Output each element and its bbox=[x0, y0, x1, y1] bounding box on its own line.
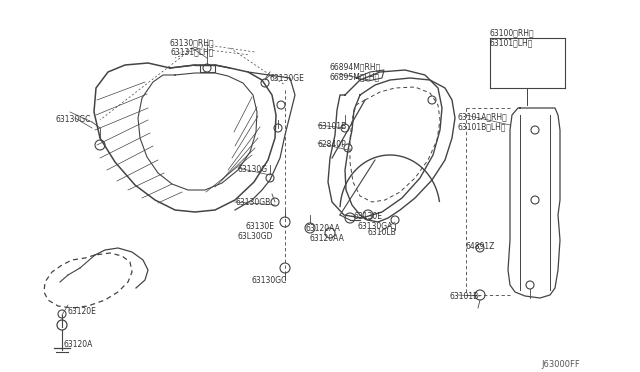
Text: 63101〈LH〉: 63101〈LH〉 bbox=[490, 38, 533, 47]
Text: 63130〈RH〉: 63130〈RH〉 bbox=[170, 38, 214, 47]
Text: 63100〈RH〉: 63100〈RH〉 bbox=[490, 28, 534, 37]
Text: 63131〈LH〉: 63131〈LH〉 bbox=[170, 47, 214, 56]
Text: 63101B〈LH〉: 63101B〈LH〉 bbox=[458, 122, 506, 131]
Text: 66894M〈RH〉: 66894M〈RH〉 bbox=[330, 62, 381, 71]
Text: 63130G: 63130G bbox=[238, 165, 268, 174]
Text: 66895M〈LH〉: 66895M〈LH〉 bbox=[330, 72, 380, 81]
Text: 63101A〈RH〉: 63101A〈RH〉 bbox=[458, 112, 508, 121]
Text: 63120AA: 63120AA bbox=[310, 234, 345, 243]
Text: 63130GE: 63130GE bbox=[270, 74, 305, 83]
Text: 63130GA: 63130GA bbox=[358, 222, 394, 231]
Text: 63130E: 63130E bbox=[354, 212, 383, 221]
Text: 63101B: 63101B bbox=[450, 292, 479, 301]
Text: 6310LB: 6310LB bbox=[368, 228, 397, 237]
Text: 63130GC: 63130GC bbox=[252, 276, 287, 285]
Text: 63130GB: 63130GB bbox=[235, 198, 270, 207]
Text: 63120A: 63120A bbox=[64, 340, 93, 349]
Text: 63120AA: 63120AA bbox=[305, 224, 340, 233]
Text: 63130E: 63130E bbox=[245, 222, 274, 231]
Text: 62840P: 62840P bbox=[318, 140, 347, 149]
Text: 63101B: 63101B bbox=[318, 122, 348, 131]
Text: 63120E: 63120E bbox=[68, 307, 97, 316]
Text: J63000FF: J63000FF bbox=[541, 360, 580, 369]
Text: 63130GC: 63130GC bbox=[55, 115, 90, 124]
Text: 63L30GD: 63L30GD bbox=[237, 232, 273, 241]
Text: 64891Z: 64891Z bbox=[466, 242, 495, 251]
